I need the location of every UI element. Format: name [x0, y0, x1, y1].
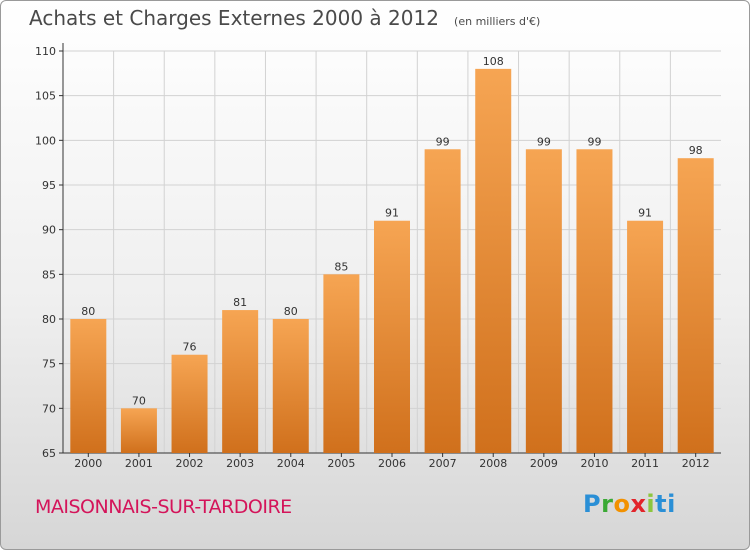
data-label: 80: [81, 305, 95, 318]
data-label: 81: [233, 296, 247, 309]
bar: [272, 319, 309, 453]
chart-subtitle: (en milliers d'€): [454, 15, 541, 28]
x-tick-label: 2009: [530, 457, 558, 470]
x-tick-label: 2007: [429, 457, 457, 470]
proxiti-logo[interactable]: Proxiti: [583, 490, 676, 518]
y-tick-label: 105: [35, 90, 56, 103]
x-tick-label: 2012: [682, 457, 710, 470]
bar: [70, 319, 107, 453]
data-label: 98: [689, 144, 703, 157]
x-tick-label: 2000: [74, 457, 102, 470]
bar: [424, 149, 461, 453]
x-tick-label: 2006: [378, 457, 406, 470]
bar: [576, 149, 613, 453]
tick-labels: 65 70 75 80 85 90 95 100 105 110 2000 2001 2002 2003 2…: [35, 45, 710, 470]
data-label: 99: [537, 135, 551, 148]
chart-title: Achats et Charges Externes 2000 à 2012: [29, 6, 439, 30]
data-label: 99: [436, 135, 450, 148]
x-tick-label: 2003: [226, 457, 254, 470]
data-label: 85: [334, 260, 348, 273]
x-tick-label: 2005: [327, 457, 355, 470]
logo-letter: i: [646, 490, 656, 518]
y-tick-label: 80: [42, 313, 56, 326]
y-tick-label: 70: [42, 402, 56, 415]
y-tick-label: 65: [42, 447, 56, 460]
bar: [120, 408, 157, 453]
x-tick-label: 2002: [176, 457, 204, 470]
x-tick-label: 2010: [580, 457, 608, 470]
bar: [222, 310, 259, 453]
logo-letter: P: [583, 490, 602, 518]
logo-letter: x: [630, 490, 647, 518]
data-label: 108: [483, 55, 504, 68]
bar: [475, 68, 512, 453]
y-tick-label: 110: [35, 45, 56, 58]
data-label: 80: [284, 305, 298, 318]
bar: [525, 149, 562, 453]
logo-letter: r: [601, 490, 614, 518]
data-label: 76: [183, 341, 197, 354]
value-labels: 80 70 76 81 80 85 91 99 108 99 99 91 98: [81, 55, 702, 407]
x-tick-label: 2001: [125, 457, 153, 470]
bar: [171, 354, 208, 453]
bar: [677, 158, 714, 453]
chart-header: Achats et Charges Externes 2000 à 2012 (…: [29, 6, 540, 30]
data-label: 91: [385, 207, 399, 220]
bars: [70, 68, 714, 453]
bar: [627, 220, 664, 453]
y-tick-label: 100: [35, 134, 56, 147]
y-tick-label: 90: [42, 224, 56, 237]
data-label: 91: [638, 207, 652, 220]
y-tick-label: 75: [42, 358, 56, 371]
bar: [374, 220, 410, 453]
logo-letter: o: [613, 490, 631, 518]
bar: [323, 274, 360, 453]
data-label: 70: [132, 394, 146, 407]
logo-letter: ti: [655, 490, 676, 518]
y-tick-label: 85: [42, 268, 56, 281]
x-tick-label: 2004: [277, 457, 305, 470]
x-tick-label: 2011: [631, 457, 659, 470]
y-tick-label: 95: [42, 179, 56, 192]
place-name: MAISONNAIS-SUR-TARDOIRE: [35, 496, 292, 518]
data-label: 99: [587, 135, 601, 148]
x-tick-label: 2008: [479, 457, 507, 470]
